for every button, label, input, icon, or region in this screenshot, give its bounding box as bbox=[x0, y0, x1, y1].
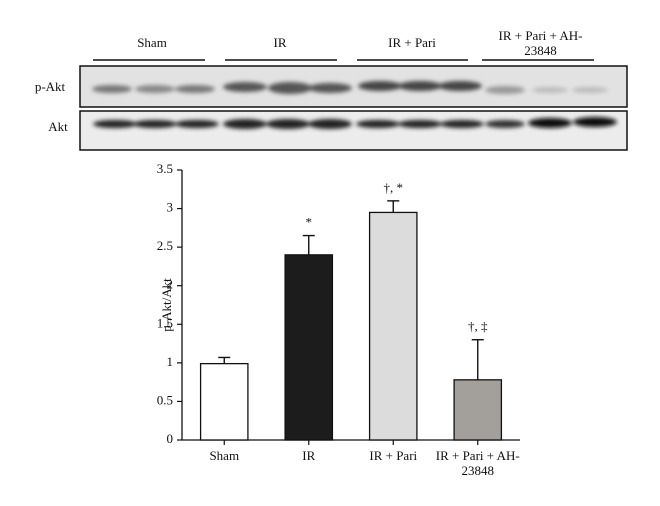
y-tick-label: 0.5 bbox=[157, 392, 173, 407]
annotation: * bbox=[306, 215, 313, 230]
y-tick-label: 0 bbox=[167, 431, 174, 446]
y-tick-label: 3.5 bbox=[157, 161, 173, 176]
x-tick-label: IR + Pari bbox=[369, 448, 418, 463]
blot-row-label: Akt bbox=[48, 119, 68, 134]
y-tick-label: 2.5 bbox=[157, 238, 173, 253]
blot-group-label: IR + Pari + AH-23848 bbox=[498, 28, 583, 58]
y-tick-label: 3 bbox=[167, 200, 174, 215]
x-tick-label: IR bbox=[302, 448, 316, 463]
annotation: †, ‡ bbox=[468, 319, 488, 334]
bar bbox=[368, 211, 418, 441]
x-tick-label: Sham bbox=[209, 448, 240, 463]
blot-group-label: IR bbox=[274, 35, 287, 50]
blot-panel bbox=[79, 110, 628, 151]
bar bbox=[284, 254, 334, 441]
blot-group-label: IR + Pari bbox=[388, 35, 436, 50]
y-tick-label: 2 bbox=[167, 277, 174, 292]
y-tick-label: 1 bbox=[167, 354, 174, 369]
bar bbox=[199, 362, 249, 441]
y-tick-label: 1.5 bbox=[157, 315, 173, 330]
blot-row-label: p-Akt bbox=[35, 79, 66, 94]
y-axis-label: p-Akt/Akt bbox=[159, 278, 174, 332]
bar bbox=[453, 379, 503, 441]
x-tick-label: IR + Pari + AH-23848 bbox=[435, 448, 520, 478]
blot-bands bbox=[92, 81, 617, 129]
blot-group-label: Sham bbox=[137, 35, 167, 50]
blot-panel bbox=[79, 65, 628, 108]
annotation: †, * bbox=[384, 180, 404, 195]
